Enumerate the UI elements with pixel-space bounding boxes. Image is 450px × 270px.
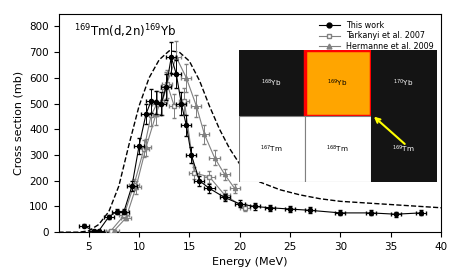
Legend: This work, Tarkanyi et al. 2007, Hermanne et al. 2009, TENDL2015: This work, Tarkanyi et al. 2007, Hermann… (316, 18, 437, 65)
Bar (305, 116, 370, 182)
Bar (238, 50, 305, 116)
Text: $^{168}$Tm: $^{168}$Tm (326, 143, 349, 155)
Bar (370, 116, 436, 182)
Text: $^{170}$Yb: $^{170}$Yb (393, 77, 414, 89)
Text: $^{168}$Yb: $^{168}$Yb (261, 77, 282, 89)
Text: $^{169}$Yb: $^{169}$Yb (327, 77, 348, 89)
Text: $^{167}$Tm: $^{167}$Tm (260, 143, 283, 155)
Bar (370, 50, 436, 116)
Bar (305, 50, 370, 116)
Y-axis label: Cross section (mb): Cross section (mb) (14, 71, 23, 175)
Text: $^{169}$Tm(d,2n)$^{169}$Yb: $^{169}$Tm(d,2n)$^{169}$Yb (74, 22, 176, 40)
Text: $^{169}$Tm: $^{169}$Tm (392, 143, 415, 155)
X-axis label: Energy (MeV): Energy (MeV) (212, 258, 288, 268)
Bar (238, 116, 305, 182)
